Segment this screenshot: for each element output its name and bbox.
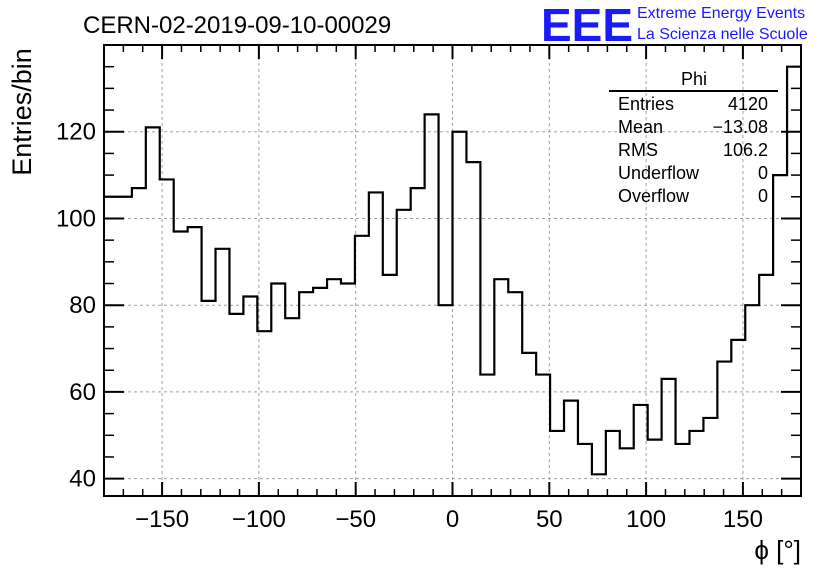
x-tick-label: 50 — [536, 506, 563, 533]
x-tick-label: −100 — [232, 506, 286, 533]
stats-value-overflow: 0 — [758, 186, 768, 206]
histogram-bin — [299, 292, 313, 496]
y-axis-label: Entries/bin — [7, 48, 37, 176]
histogram-bin — [731, 340, 745, 496]
histogram-bin — [592, 474, 606, 496]
y-tick-label: 40 — [69, 466, 96, 493]
x-tick-label: 150 — [723, 506, 763, 533]
histogram-bin — [662, 379, 676, 496]
histogram-bin — [104, 197, 118, 496]
histogram-bin — [243, 297, 257, 496]
histogram-bin — [717, 362, 731, 496]
histogram-bin — [480, 375, 494, 496]
stats-box-title: Phi — [681, 69, 707, 89]
stats-value-rms: 106.2 — [723, 140, 768, 160]
stats-value-entries: 4120 — [728, 94, 768, 114]
x-axis-label: ϕ [°] — [754, 535, 801, 565]
y-tick-label: 120 — [56, 119, 96, 146]
eee-logo-mark: EEE — [541, 0, 633, 51]
histogram-bin — [341, 284, 355, 496]
histogram-bin — [425, 114, 439, 496]
eee-logo-line2: La Scienza nelle Scuole — [637, 26, 808, 43]
histogram-bin — [313, 288, 327, 496]
axis-ticks — [104, 44, 801, 496]
histogram-bin — [453, 132, 467, 496]
histogram-bin — [271, 284, 285, 496]
x-tick-label: 100 — [626, 506, 666, 533]
histogram-bin — [132, 188, 146, 496]
histogram-bin — [202, 301, 216, 496]
histogram-bin — [689, 431, 703, 496]
histogram-bin — [620, 448, 634, 496]
histogram-bin — [285, 318, 299, 496]
histogram-bin — [327, 279, 341, 496]
y-tick-label: 80 — [69, 292, 96, 319]
stats-label-rms: RMS — [618, 140, 658, 160]
histogram-bin — [257, 331, 271, 496]
eee-logo-line1: Extreme Energy Events — [637, 5, 805, 22]
histogram-bin — [411, 188, 425, 496]
eee-logo: EEE Extreme Energy Events La Scienza nel… — [541, 0, 808, 51]
stats-value-mean: −13.08 — [712, 117, 768, 137]
histogram-bin — [494, 279, 508, 496]
histogram-bin — [160, 179, 174, 496]
stats-label-underflow: Underflow — [618, 163, 700, 183]
histogram-bin — [174, 231, 188, 496]
histogram-bin — [369, 192, 383, 496]
x-tick-label: 0 — [446, 506, 459, 533]
stats-box: Phi Entries 4120 Mean −13.08 RMS 106.2 U… — [609, 69, 778, 206]
histogram-bin — [216, 249, 230, 496]
histogram-bin — [550, 431, 564, 496]
stats-label-overflow: Overflow — [618, 186, 690, 206]
tick-labels: −150 −100 −50 0 50 100 150 40 60 80 100 120 — [56, 119, 763, 533]
y-tick-label: 100 — [56, 205, 96, 232]
x-tick-label: −50 — [335, 506, 376, 533]
histogram-bin — [146, 127, 160, 496]
histogram-bin — [703, 418, 717, 496]
histogram-bin — [578, 444, 592, 496]
histogram-bin — [383, 275, 397, 496]
histogram-bin — [522, 353, 536, 496]
histogram-bin — [648, 440, 662, 496]
histogram-bin — [564, 401, 578, 496]
histogram-bin — [536, 375, 550, 496]
histogram-outline — [104, 65, 801, 476]
histogram-bin — [397, 210, 411, 496]
histogram-bin — [745, 305, 759, 496]
histogram-bin — [606, 431, 620, 496]
y-tick-label: 60 — [69, 379, 96, 406]
histogram-bin — [118, 197, 132, 496]
x-tick-label: −150 — [135, 506, 189, 533]
histogram-bin — [508, 292, 522, 496]
histogram-bin — [759, 275, 773, 496]
histogram-bin — [439, 305, 453, 496]
histogram-bin — [229, 314, 243, 496]
histogram-bin — [773, 175, 787, 496]
chart-title: CERN-02-2019-09-10-00029 — [83, 12, 391, 39]
stats-label-entries: Entries — [618, 94, 674, 114]
histogram-bin — [466, 162, 480, 496]
histogram-bin — [676, 444, 690, 496]
histogram-bin — [355, 236, 369, 496]
histogram-bin — [188, 227, 202, 496]
stats-value-underflow: 0 — [758, 163, 768, 183]
stats-label-mean: Mean — [618, 117, 663, 137]
